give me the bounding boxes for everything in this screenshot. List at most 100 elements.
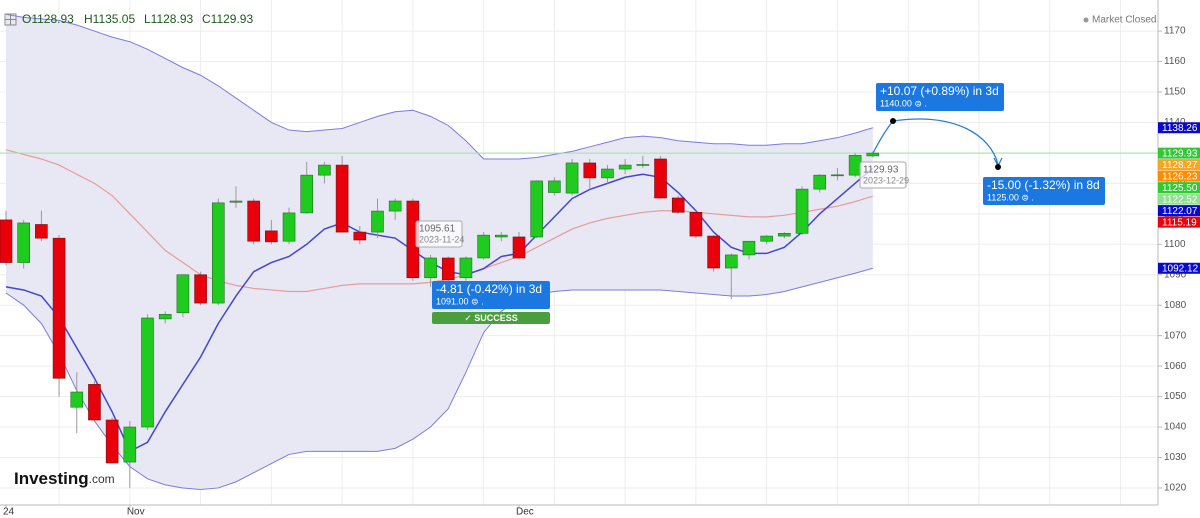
price-label: 1128.27 (1162, 160, 1198, 171)
candle-body (300, 174, 314, 214)
candle-body (495, 234, 508, 238)
price-label: 1125.50 (1162, 183, 1198, 194)
candle-body (583, 162, 597, 179)
y-tick-label: 1170 (1164, 26, 1186, 37)
forecast-dot (890, 118, 896, 124)
price-label-bg (1158, 170, 1200, 182)
y-tick-label: 1030 (1164, 452, 1187, 463)
y-tick-label: 1150 (1164, 87, 1186, 98)
logo-suffix: .com (89, 472, 115, 486)
candle-body (371, 210, 384, 233)
candle-body (70, 391, 84, 408)
price-label-bg (1158, 159, 1200, 171)
candle-body (194, 274, 207, 304)
candle-body (459, 257, 473, 279)
y-tick-label: 1040 (1164, 422, 1187, 433)
y-tick-label: 1070 (1164, 330, 1187, 341)
candle-body (388, 200, 402, 212)
header-open: O1128.93 (22, 12, 74, 26)
forecast-box (876, 83, 1004, 111)
result-text: ✓ SUCCESS (464, 313, 518, 323)
ma-line (5, 149, 873, 293)
market-status: Market Closed (1092, 15, 1156, 26)
candle-body (211, 202, 225, 304)
candle-body (707, 235, 720, 269)
candle-body (88, 384, 101, 421)
candle-body (441, 257, 455, 281)
candle-body (813, 174, 827, 190)
price-label-bg (1158, 205, 1200, 217)
candle-body (0, 219, 13, 263)
candle-body (636, 164, 650, 166)
candle-body (105, 419, 119, 464)
candle-body (353, 231, 367, 241)
y-tick-label: 1160 (1164, 56, 1186, 67)
y-tick-label: 1090 (1164, 269, 1187, 280)
y-tick-label: 1020 (1164, 483, 1187, 494)
candle-body (158, 314, 172, 320)
candle-body (123, 426, 137, 463)
price-label: 1122.07 (1162, 206, 1198, 217)
price-label: 1115.19 (1162, 217, 1197, 228)
candle-body (35, 224, 48, 239)
candle-body (318, 164, 331, 176)
x-tick-label: 24 (3, 507, 15, 518)
candle-body (724, 254, 738, 269)
candle-body (565, 162, 579, 194)
forecast-target: 1140.00 ⊜ . (880, 98, 927, 108)
candle-body (17, 222, 30, 263)
forecast-dot (995, 164, 1001, 170)
header-icon (4, 13, 17, 26)
candle-body (760, 235, 773, 242)
forecast-target: 1091.00 ⊜ . (436, 296, 484, 306)
candle-body (689, 211, 703, 237)
price-label-bg (1158, 193, 1200, 205)
price-label-bg (1158, 216, 1200, 228)
candle-body (530, 180, 544, 238)
y-tick-label: 1100 (1164, 239, 1186, 250)
forecast-box (983, 177, 1105, 205)
logo-main: Investing (14, 469, 89, 488)
status-dot (1083, 17, 1089, 23)
candle-body (654, 158, 667, 199)
candle-body (176, 274, 190, 314)
candle-body (601, 168, 614, 179)
header-low: L1128.93 (144, 12, 193, 26)
forecast-box (432, 281, 550, 309)
header-close: C1129.93 (202, 12, 253, 26)
candle-body (795, 188, 809, 234)
result-badge (432, 312, 550, 324)
candle-body (424, 257, 437, 279)
price-label: 1129.93 (1162, 148, 1198, 159)
y-tick-label: 1060 (1164, 361, 1187, 372)
candle-body (848, 155, 862, 176)
price-label-bg (1158, 147, 1200, 159)
x-tick-label: Dec (516, 507, 534, 518)
candle-body (512, 236, 526, 259)
price-label: 1092.12 (1162, 263, 1199, 274)
x-tick-label: Nov (127, 507, 145, 518)
band-fill (6, 14, 873, 490)
forecast-target: 1125.00 ⊜ . (987, 192, 1034, 202)
marker-box (859, 161, 907, 189)
header-high: H1135.05 (84, 12, 135, 26)
candle-body (866, 152, 880, 157)
candle-body (831, 174, 844, 177)
y-tick-label: 1080 (1164, 300, 1187, 311)
forecast-text: -15.00 (-1.32%) in 8d (987, 178, 1100, 192)
price-label-bg (1158, 122, 1200, 134)
candle-body (141, 317, 154, 428)
candle-body (671, 197, 685, 213)
candle-body (335, 164, 349, 233)
plot (0, 13, 1158, 490)
band-upper (5, 13, 873, 160)
marker-price: 1129.93 (863, 165, 899, 176)
marker-price: 1095.61 (419, 224, 456, 235)
price-label: 1122.52 (1162, 194, 1198, 205)
marker-box (415, 220, 463, 248)
candle-body (52, 237, 66, 379)
logo: Investing.com (14, 469, 115, 488)
candle-body (778, 233, 791, 237)
candle-body (618, 164, 632, 170)
